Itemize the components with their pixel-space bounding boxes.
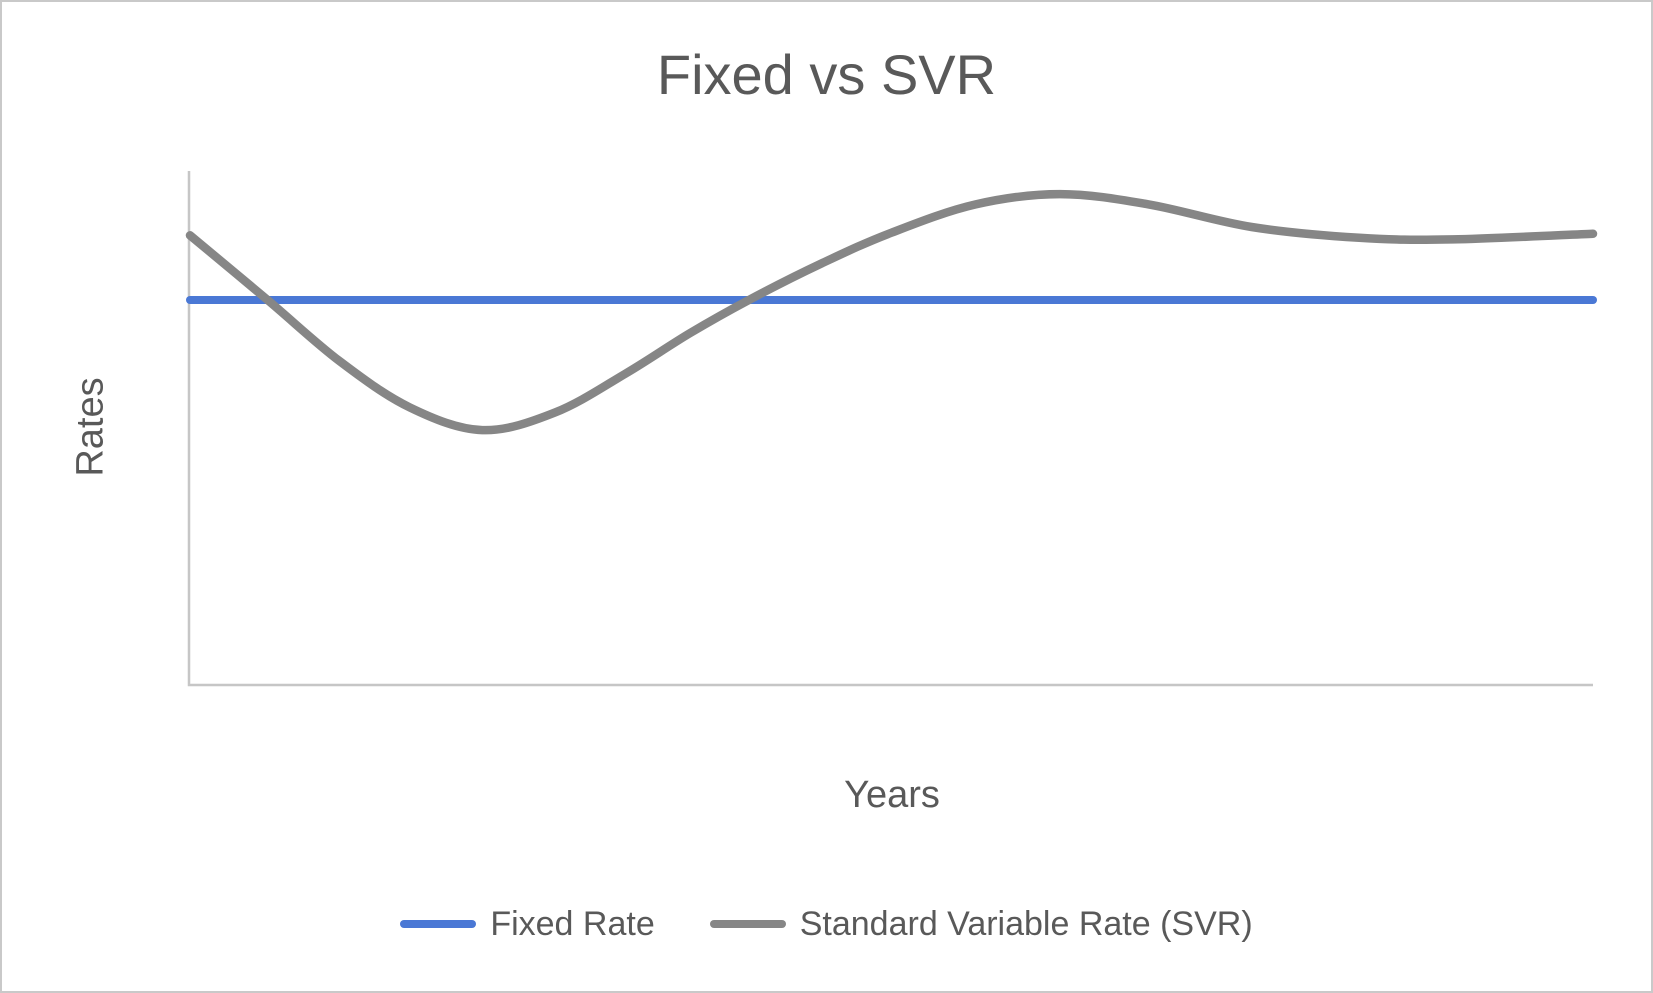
x-axis-label: Years [844,774,940,816]
fixed-rate-legend-swatch [400,920,477,928]
chart-legend: Fixed Rate Standard Variable Rate (SVR) [2,898,1651,950]
svr-legend-swatch [709,920,786,928]
svr-curve [185,189,1598,435]
legend-label: Fixed Rate [490,904,655,943]
legend-label: Standard Variable Rate (SVR) [799,904,1253,943]
legend-item-svr: Standard Variable Rate (SVR) [709,904,1253,944]
chart-title: Fixed vs SVR [656,43,997,106]
legend-item-fixed-rate: Fixed Rate [400,904,655,944]
y-axis-label: Rates [69,377,112,477]
axes-lines [187,171,1593,687]
